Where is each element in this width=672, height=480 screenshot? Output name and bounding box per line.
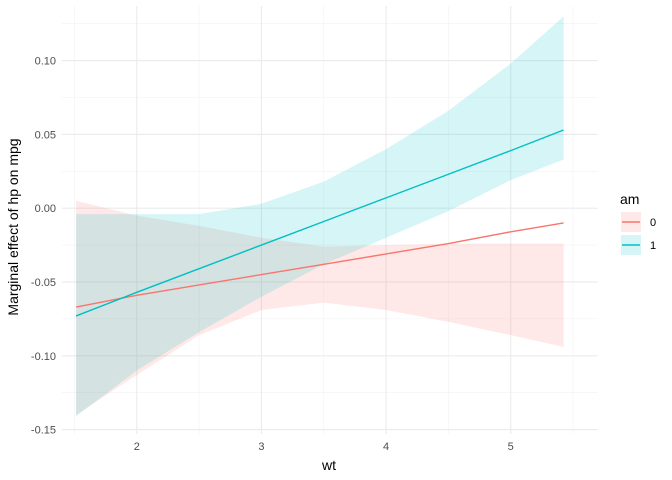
y-tick-labels: -0.15 -0.10 -0.05 0.00 0.05 0.10: [31, 56, 56, 437]
confidence-ribbons: [76, 16, 564, 417]
legend-title: am: [620, 191, 639, 207]
grid-minor: [62, 6, 598, 434]
ribbon-am-1: [76, 16, 564, 417]
x-tick-label: 5: [508, 441, 514, 453]
legend: am 0 1: [620, 191, 656, 255]
y-tick-label: -0.10: [31, 351, 56, 363]
x-axis-title: wt: [321, 457, 336, 473]
legend-item-am-1: 1: [621, 235, 656, 255]
x-tick-label: 4: [383, 441, 389, 453]
x-tick-label: 3: [258, 441, 264, 453]
series-lines: [75, 129, 564, 317]
y-tick-label: 0.10: [35, 56, 56, 68]
x-tick-labels: 2 3 4 5: [134, 441, 514, 453]
y-tick-label: -0.05: [31, 277, 56, 289]
line-am-1: [75, 129, 564, 317]
y-tick-label: 0.05: [35, 129, 56, 141]
y-axis-title: Marginal effect of hp on mpg: [5, 138, 21, 315]
ribbon-am-0: [76, 200, 564, 415]
legend-label: 1: [650, 240, 656, 252]
y-tick-label: -0.15: [31, 425, 56, 437]
legend-label: 0: [650, 217, 656, 229]
grid-major: [62, 6, 598, 434]
line-am-0: [75, 222, 564, 308]
y-tick-label: 0.00: [35, 203, 56, 215]
x-tick-label: 2: [134, 441, 140, 453]
legend-item-am-0: 0: [621, 212, 656, 232]
